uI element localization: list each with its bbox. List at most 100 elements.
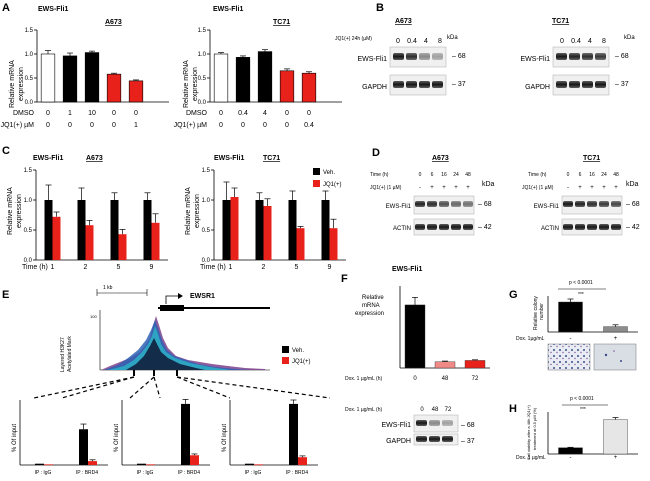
panel-d-sign-left: +	[442, 185, 446, 191]
C-A673-y-tick-label: 0.0	[24, 258, 33, 264]
chip-2-bar-JQ1(+)-0	[254, 464, 263, 465]
panel-g-stars: ***	[578, 292, 584, 298]
blot-d-ews-band-left	[439, 201, 449, 207]
blot-b-gapdh-band-left	[406, 81, 417, 88]
panel-f-blot-time: 72	[445, 407, 452, 413]
blot-b-ews-kda-right: – 68	[615, 53, 629, 60]
panel-d-sign-left: +	[454, 185, 458, 191]
blot-f-ews-kda: – 68	[461, 422, 475, 429]
C-A673-bar-Veh.-1	[45, 200, 53, 260]
C-A673-x-tick-label: 9	[150, 264, 154, 271]
panel-d-sign-right: +	[578, 185, 582, 191]
panel-d-sign-right: -	[567, 185, 569, 191]
panel-a-jq1-value-left: 1	[134, 122, 138, 129]
panel-a-cell-right: TC71	[273, 19, 290, 26]
A-A673-bar-3	[107, 74, 121, 102]
panel-f-blot-time: 0	[420, 407, 424, 413]
G-x-tick-label: -	[570, 336, 572, 342]
blot-b-gapdh-band-left	[432, 81, 443, 88]
panel-f-blot-treatment: Dox. 1 µg/mL (h)	[345, 407, 382, 413]
A-TC71-y-tick-label: 1.5	[198, 28, 207, 34]
panel-h: H p < 0.0001 *** Cell viability after a …	[509, 396, 638, 461]
panel-d-sign-right: +	[590, 185, 594, 191]
colony-image-plus	[594, 344, 636, 370]
C-TC71-bar-JQ1(+)-1	[231, 197, 239, 260]
C-A673-bar-JQ1(+)-9	[152, 223, 160, 260]
panel-d-sign-left: +	[430, 185, 434, 191]
panel-a-dmso-value-left: 10	[88, 110, 96, 117]
panel-b-kda-left: kDa	[447, 35, 458, 41]
C-TC71-x-tick-label: 1	[229, 264, 233, 271]
tss-arrow-icon	[166, 296, 180, 304]
panel-a-jq1-value-right: 0	[285, 122, 289, 129]
blot-d-actin-band-left	[427, 224, 437, 230]
chip-0-x-label: IP : BRD4	[76, 470, 98, 476]
blot-d-ews-band-right	[575, 201, 585, 207]
panel-a-dmso-value-right: 0	[219, 110, 223, 117]
C-TC71-y-tick-label: 1.0	[202, 198, 211, 204]
panel-e-legend-veh: Veh.	[292, 348, 304, 354]
blot-d-actin-label-right: ACTIN	[541, 226, 559, 232]
panel-a-title-left: EWS-Fli1	[38, 6, 68, 13]
blot-b-ews-band-right	[556, 53, 567, 60]
blot-d-actin-label-left: ACTIN	[393, 226, 411, 232]
panel-b-dose-right: 4	[588, 38, 592, 45]
colony-image-minus	[548, 344, 590, 370]
panel-a-cell-left: A673	[105, 19, 122, 26]
panel-a-dmso-value-right: 0.4	[238, 110, 248, 117]
blot-f-ews-band	[442, 420, 453, 426]
panel-a-jq1-value-right: 0.4	[304, 122, 314, 129]
panel-d-time-left: 24	[453, 172, 459, 178]
panel-a-dmso-value-right: 0	[285, 110, 289, 117]
panel-a-ylabel-left-2: expression	[18, 67, 25, 101]
chip-1-bar-Veh.-1	[181, 404, 190, 465]
blot-b-gapdh-band-right	[569, 81, 580, 88]
C-TC71-x-tick-label: 9	[328, 264, 332, 271]
panel-c-cell-left: A673	[86, 155, 103, 162]
A-TC71-bar-3	[280, 71, 294, 102]
blot-b-ews-label-right: EWS-Fli1	[520, 56, 550, 63]
A-TC71-y-tick-label: 0.0	[198, 100, 207, 106]
panel-d: D A673 TC71 Time (h) JQ1(+) (1 µM) Time …	[370, 147, 640, 235]
panel-h-pvalue: p < 0.0001	[570, 396, 594, 402]
panel-b-kda-right: kDa	[624, 35, 635, 41]
panel-f: F EWS-Fli1 Relative mRNA expression Dox.…	[341, 266, 490, 445]
panel-d-sign-left: -	[419, 185, 421, 191]
blot-d-actin-band-left	[463, 224, 473, 230]
panel-b-cell-left: A673	[395, 18, 412, 25]
panel-a-label: A	[2, 2, 10, 14]
A-TC71-bar-4	[302, 73, 316, 102]
blot-b-ews-band-right	[595, 53, 606, 60]
track-label-1: Layered H3K27	[60, 337, 66, 372]
panel-c-ylabel-left-2: expression	[16, 194, 23, 228]
blot-d-actin-band-right	[599, 224, 609, 230]
panel-h-label: H	[509, 403, 517, 415]
blot-d-actin-band-right	[611, 224, 621, 230]
panel-a-dmso-label-left: DMSO	[13, 110, 35, 117]
H-x-tick-label: +	[614, 455, 618, 461]
panel-a-title-right: EWS-Fli1	[213, 6, 243, 13]
A-A673-bar-4	[129, 81, 143, 102]
panel-a-jq1-label-right: JQ1(+) µM	[174, 122, 208, 129]
F-bar-72	[465, 360, 485, 368]
panel-a-dmso-value-left: 0	[46, 110, 50, 117]
panel-d-time-right: 16	[589, 172, 595, 178]
track-label-2: Acetylated Mark	[67, 336, 73, 372]
blot-f-ews-label: EWS-Fli1	[381, 422, 411, 429]
H-x-tick-label: -	[570, 455, 572, 461]
blot-d-actin-band-left	[415, 224, 425, 230]
blot-b-ews-band-right	[569, 53, 580, 60]
panel-c-xlabel-left: Time (h)	[22, 264, 48, 271]
blot-d-actin-kda-right: – 42	[626, 224, 640, 231]
panel-b-dose-left: 4	[424, 38, 428, 45]
panel-d-sign-left: +	[466, 185, 470, 191]
chip-2-bar-Veh.-1	[289, 404, 298, 465]
blot-d-ews-kda-right: – 68	[626, 201, 640, 208]
blot-d-ews-label-left: EWS-Fli1	[386, 204, 412, 210]
panel-b-dose-right: 8	[602, 38, 606, 45]
track-max: 100	[90, 314, 97, 319]
chip-1-x-label: IP : BRD4	[178, 470, 200, 476]
panel-g-ylabel-2: number	[539, 303, 545, 320]
panel-h-stars: ***	[580, 407, 586, 413]
chip-2-bar-JQ1(+)-1	[298, 457, 307, 465]
